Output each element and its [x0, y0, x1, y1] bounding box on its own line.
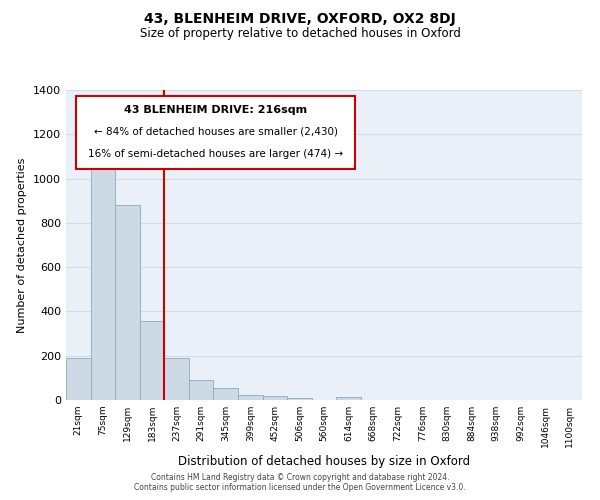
Text: 43, BLENHEIM DRIVE, OXFORD, OX2 8DJ: 43, BLENHEIM DRIVE, OXFORD, OX2 8DJ — [144, 12, 456, 26]
Bar — [66, 358, 91, 400]
Bar — [189, 380, 214, 400]
Bar — [214, 388, 238, 400]
Text: Contains HM Land Registry data © Crown copyright and database right 2024.
Contai: Contains HM Land Registry data © Crown c… — [134, 473, 466, 492]
Bar — [91, 153, 115, 400]
Bar — [164, 358, 189, 400]
Bar — [140, 322, 164, 400]
X-axis label: Distribution of detached houses by size in Oxford: Distribution of detached houses by size … — [178, 456, 470, 468]
Bar — [238, 395, 263, 400]
FancyBboxPatch shape — [76, 96, 355, 169]
Text: 16% of semi-detached houses are larger (474) →: 16% of semi-detached houses are larger (… — [88, 148, 343, 158]
Text: 43 BLENHEIM DRIVE: 216sqm: 43 BLENHEIM DRIVE: 216sqm — [124, 105, 307, 115]
Bar — [287, 398, 312, 400]
Bar — [115, 205, 140, 400]
Bar — [263, 396, 287, 400]
Text: Size of property relative to detached houses in Oxford: Size of property relative to detached ho… — [140, 28, 460, 40]
Text: ← 84% of detached houses are smaller (2,430): ← 84% of detached houses are smaller (2,… — [94, 127, 338, 137]
Bar — [336, 398, 361, 400]
Y-axis label: Number of detached properties: Number of detached properties — [17, 158, 28, 332]
